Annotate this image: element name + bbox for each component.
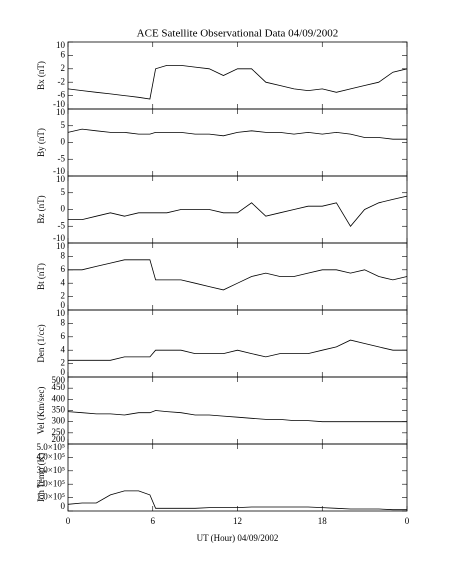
- y-tick-label: 4.0×10⁵: [37, 451, 65, 461]
- y-tick-label: 450: [52, 382, 66, 392]
- y-tick-label: 10: [56, 107, 66, 117]
- data-line: [67, 65, 408, 100]
- y-axis-label: Den (1/cc): [36, 324, 46, 362]
- y-tick-label: 4: [61, 344, 66, 354]
- y-tick-label: 10: [56, 40, 66, 50]
- y-tick-label: 10: [56, 174, 66, 184]
- y-tick-label: -10: [53, 166, 65, 176]
- panel-frame: [67, 376, 408, 445]
- y-tick-label: 0: [61, 204, 66, 214]
- y-tick-label: 0: [61, 367, 66, 377]
- y-tick-label: -10: [53, 233, 65, 243]
- y-axis-label: Vel (Km/sec): [36, 387, 46, 435]
- y-tick-label: 6: [61, 331, 66, 341]
- y-tick-label: 500: [52, 375, 66, 385]
- panel-frame: [67, 309, 408, 378]
- y-tick-label: 6: [61, 264, 66, 274]
- y-tick-label: 250: [52, 427, 66, 437]
- y-tick-label: 400: [52, 393, 66, 403]
- panel-frame: [67, 175, 408, 244]
- y-tick-label: 0: [61, 137, 66, 147]
- y-tick-label: 2: [61, 358, 66, 368]
- data-line: [67, 490, 407, 511]
- x-axis-label: UT (Hour) 04/09/2002: [197, 533, 279, 543]
- y-tick-label: 2.0×10⁵: [37, 478, 65, 488]
- y-tick-label: 0: [61, 501, 66, 511]
- y-tick-label: 8: [61, 250, 66, 260]
- y-axis-label: Ion Temp (K): [36, 453, 46, 502]
- y-tick-label: -5: [58, 153, 66, 163]
- y-tick-label: 2: [61, 291, 66, 301]
- data-line: [67, 410, 407, 423]
- y-tick-label: 5: [61, 120, 66, 130]
- data-line: [68, 259, 408, 291]
- y-tick-label: -2: [58, 76, 66, 86]
- y-tick-label: -10: [53, 99, 65, 109]
- chart-title: ACE Satellite Observational Data 04/09/2…: [137, 28, 339, 40]
- y-axis-label: Bx (nT): [36, 61, 46, 90]
- y-tick-label: 6: [61, 49, 66, 59]
- y-tick-label: -6: [58, 90, 66, 100]
- y-tick-label: 5: [61, 187, 66, 197]
- y-axis-label: Bz (nT): [36, 195, 46, 223]
- y-tick-label: 1.0×10⁵: [37, 492, 65, 502]
- panel-frame: [67, 242, 408, 311]
- data-line: [68, 195, 408, 227]
- y-tick-label: -5: [58, 220, 66, 230]
- data-line: [68, 339, 407, 361]
- y-tick-label: 300: [52, 416, 66, 426]
- y-tick-label: 3.0×10⁵: [37, 465, 65, 475]
- y-tick-label: 350: [52, 405, 66, 415]
- y-tick-label: 10: [56, 308, 66, 318]
- x-tick-label: 12: [233, 516, 242, 526]
- y-axis-label: Bt (nT): [36, 263, 46, 290]
- x-tick-label: 0: [66, 516, 71, 526]
- panel-frame: [67, 41, 408, 110]
- panel-frame: [67, 443, 408, 512]
- panel-frame: [67, 108, 408, 177]
- y-tick-label: 8: [61, 317, 66, 327]
- x-tick-label: 6: [151, 516, 156, 526]
- y-axis-label: By (nT): [36, 128, 46, 157]
- y-tick-label: 2: [61, 63, 66, 73]
- data-line: [67, 128, 407, 140]
- x-tick-label: 18: [318, 516, 328, 526]
- y-tick-label: 4: [61, 277, 66, 287]
- y-tick-label: 200: [52, 434, 66, 444]
- y-tick-label: 0: [61, 300, 66, 310]
- y-tick-label: 5.0×10⁵: [37, 442, 65, 452]
- x-tick-label: 0: [405, 516, 410, 526]
- y-tick-label: 10: [56, 241, 66, 251]
